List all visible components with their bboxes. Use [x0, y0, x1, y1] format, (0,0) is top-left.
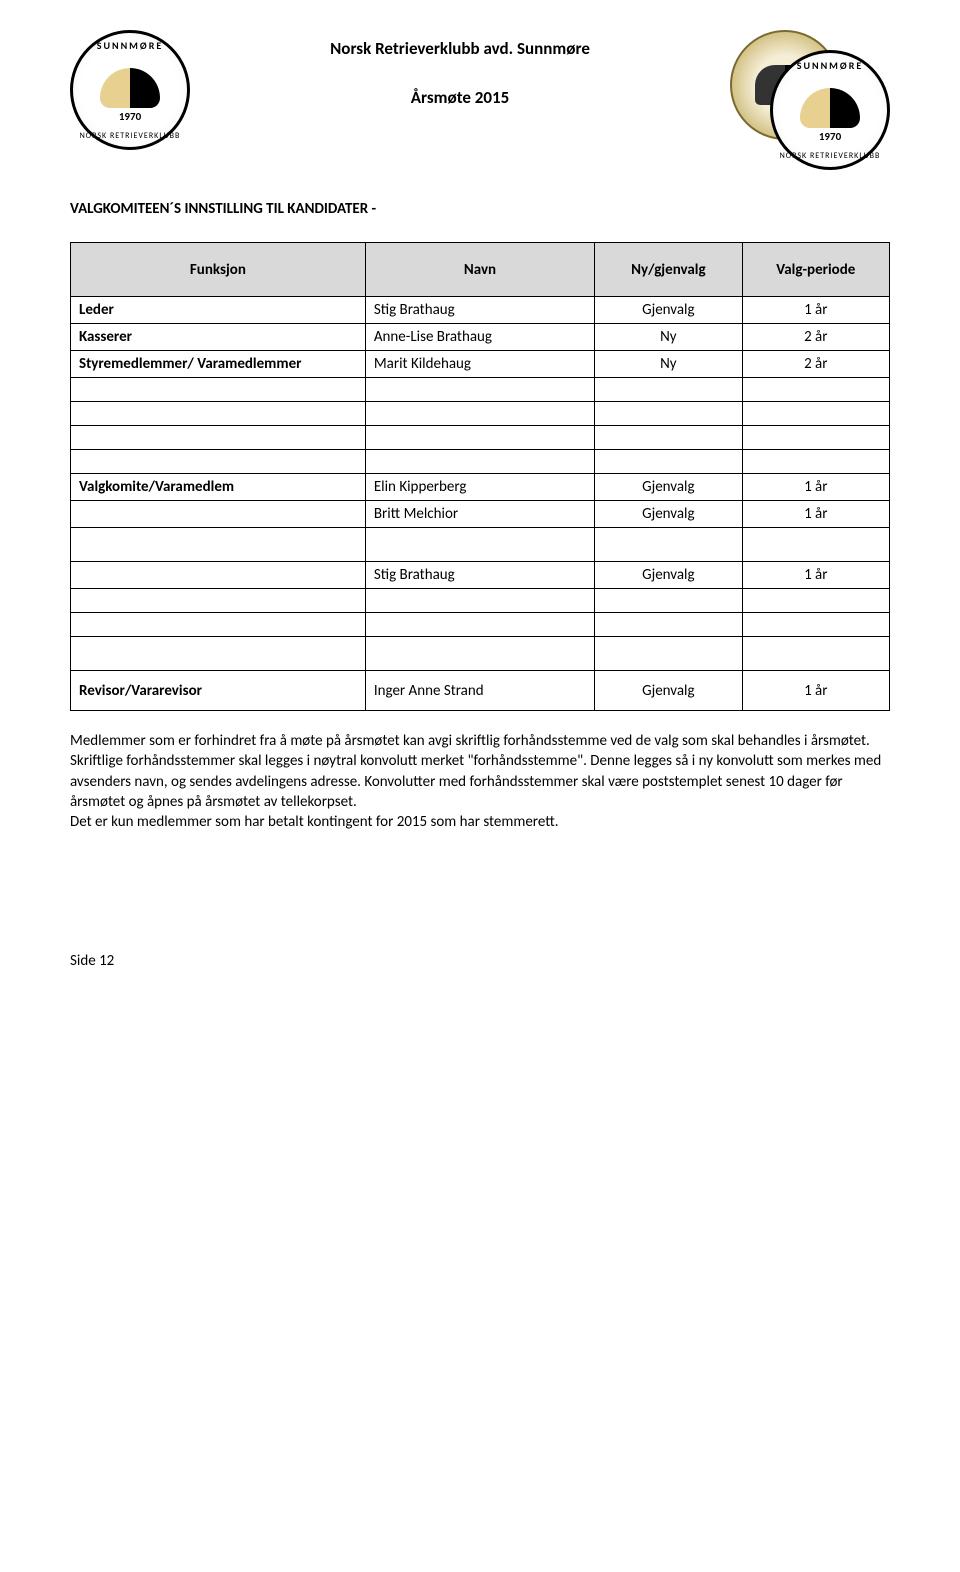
cell-name-valgkom1: Elin Kipperberg: [365, 474, 594, 501]
table-row-empty: [71, 378, 890, 402]
cell-func-kasserer: Kasserer: [71, 324, 366, 351]
table-row: Britt Melchior Gjenvalg 1 år: [71, 501, 890, 528]
paragraph-1: Medlemmer som er forhindret fra å møte p…: [70, 731, 890, 812]
page-footer: Side 12: [70, 952, 890, 970]
table-header-row: Funksjon Navn Ny/gjenvalg Valg-periode: [71, 243, 890, 297]
cell-name-revisor: Inger Anne Strand: [365, 671, 594, 711]
cell-func-valgkom2: [71, 501, 366, 528]
club-logo-right: SUNNMØRE 1970 NORSK RETRIEVERKLUBB: [770, 50, 890, 170]
cell-per-valgkom1: 1 år: [742, 474, 889, 501]
org-title: Norsk Retrieverklubb avd. Sunnmøre: [190, 38, 730, 59]
logo-top-text: SUNNMØRE: [73, 39, 187, 52]
cell-per-valgkom3: 1 år: [742, 562, 889, 589]
candidates-table: Funksjon Navn Ny/gjenvalg Valg-periode L…: [70, 242, 890, 711]
cell-per-valgkom2: 1 år: [742, 501, 889, 528]
cell-per-styrevar: 2 år: [742, 351, 889, 378]
table-row: Stig Brathaug Gjenvalg 1 år: [71, 562, 890, 589]
logo-year: 1970: [119, 110, 141, 123]
cell-func-styrevar: Styremedlemmer/ Varamedlemmer: [71, 351, 366, 378]
table-row-empty: [71, 450, 890, 474]
th-navn: Navn: [365, 243, 594, 297]
header-center: Norsk Retrieverklubb avd. Sunnmøre Årsmø…: [190, 30, 730, 108]
th-periode: Valg-periode: [742, 243, 889, 297]
logo-bottom-text-r: NORSK RETRIEVERKLUBB: [773, 151, 887, 161]
cell-ny-valgkom2: Gjenvalg: [595, 501, 742, 528]
sub-heading: VALGKOMITEEN´S INNSTILLING TIL KANDIDATE…: [70, 200, 890, 218]
cell-func-revisor: Revisor/Vararevisor: [71, 671, 366, 711]
page-header: SUNNMØRE 1970 NORSK RETRIEVERKLUBB Norsk…: [70, 30, 890, 180]
table-row-empty: [71, 637, 890, 671]
cell-ny-revisor: Gjenvalg: [595, 671, 742, 711]
logo-bottom-text: NORSK RETRIEVERKLUBB: [73, 131, 187, 141]
logo-dogs-icon: [100, 68, 160, 108]
logo-dogs-icon-r: [800, 88, 860, 128]
cell-ny-valgkom3: Gjenvalg: [595, 562, 742, 589]
logo-year-r: 1970: [819, 130, 841, 143]
cell-per-revisor: 1 år: [742, 671, 889, 711]
paragraph-2: Det er kun medlemmer som har betalt kont…: [70, 812, 890, 832]
th-funksjon: Funksjon: [71, 243, 366, 297]
body-paragraphs: Medlemmer som er forhindret fra å møte p…: [70, 731, 890, 832]
meeting-title: Årsmøte 2015: [190, 87, 730, 108]
cell-name-styrevar: Marit Kildehaug: [365, 351, 594, 378]
cell-name-kasserer: Anne-Lise Brathaug: [365, 324, 594, 351]
cell-name-valgkom3: Stig Brathaug: [365, 562, 594, 589]
club-logo-left: SUNNMØRE 1970 NORSK RETRIEVERKLUBB: [70, 30, 190, 150]
table-row-empty: [71, 528, 890, 562]
table-row: Revisor/Vararevisor Inger Anne Strand Gj…: [71, 671, 890, 711]
right-logo-group: SUNNMØRE 1970 NORSK RETRIEVERKLUBB: [730, 30, 890, 180]
cell-ny-leder: Gjenvalg: [595, 297, 742, 324]
cell-func-leder: Leder: [71, 297, 366, 324]
cell-name-leder: Stig Brathaug: [365, 297, 594, 324]
table-row-empty: [71, 426, 890, 450]
cell-ny-valgkom1: Gjenvalg: [595, 474, 742, 501]
cell-name-valgkom2: Britt Melchior: [365, 501, 594, 528]
cell-func-valgkom: Valgkomite/Varamedlem: [71, 474, 366, 501]
logo-top-text-r: SUNNMØRE: [773, 59, 887, 72]
table-row-empty: [71, 613, 890, 637]
table-row-empty: [71, 402, 890, 426]
cell-ny-styrevar: Ny: [595, 351, 742, 378]
cell-per-kasserer: 2 år: [742, 324, 889, 351]
cell-func-valgkom3: [71, 562, 366, 589]
cell-per-leder: 1 år: [742, 297, 889, 324]
table-row-empty: [71, 589, 890, 613]
cell-ny-kasserer: Ny: [595, 324, 742, 351]
th-nygjenvalg: Ny/gjenvalg: [595, 243, 742, 297]
